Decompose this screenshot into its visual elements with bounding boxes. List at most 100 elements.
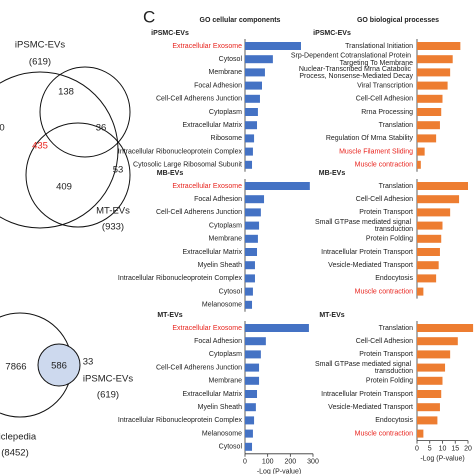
category-label: Membrane [209,378,243,385]
category-label: Small GTPase mediated signal transductio… [315,361,413,375]
bar [417,234,442,243]
bar [417,248,440,256]
category-label: Intracellular Ribonucleoprotein Complex [118,417,243,424]
category-label: Rrna Processing [361,109,413,116]
category-label: Protein Transport [359,351,413,358]
bar [245,42,301,50]
category-label: Membrane [209,236,243,243]
bar [417,324,474,332]
bar [417,429,424,438]
category-label: Extracellular Matrix [182,391,242,398]
category-label: Ribosome [210,135,242,142]
category-label: Myelin Sheath [198,262,242,269]
bar [245,324,309,332]
count: 53 [113,165,124,176]
category-label: Vesicle-Mediated Transport [328,262,413,269]
x-tick-label: 200 [284,459,296,466]
category-label: Focal Adhesion [194,82,242,89]
category-label: Cytosolic Large Ribosomal Subunit [133,162,242,169]
category-label: Melanosome [202,302,242,309]
bar [245,390,258,398]
category-label: Melanosome [202,430,242,437]
bar [245,363,260,372]
column-title: GO cellular components [200,17,281,24]
category-label: Cell-Cell Adherens Junction [156,364,242,371]
bar [417,134,437,143]
category-label: Small GTPase mediated signal transductio… [315,219,413,233]
x-tick-label: 100 [262,459,274,466]
chart-title: MT-EVs [319,312,344,319]
category-label: Extracellular Exosome [172,183,242,190]
bar [245,287,253,296]
category-label: Cell-Cell Adhesion [356,196,413,203]
bar [245,337,266,346]
venn-circle [25,122,131,228]
set-label: iPSMC-EVs [15,40,65,51]
category-label: Cell-Cell Adherens Junction [156,96,242,103]
count: 138 [58,87,74,98]
count: 586 [51,361,67,372]
venn-circle [37,343,81,387]
bar [245,195,265,204]
bar [245,350,261,359]
bar [245,55,273,64]
venn-top: iPSMC-EVs (619) 138 0 36 435 53 409 MT-E… [0,40,131,233]
bar [417,363,446,372]
x-tick-label: 20 [464,445,472,452]
bar [417,68,451,77]
count: 33 [83,357,94,368]
x-axis-label: -Log (P-value) [420,455,464,462]
bar [417,376,443,385]
x-tick-label: 5 [428,445,432,452]
category-label: Cell-Cell Adhesion [356,96,413,103]
category-label: Vesicle-Mediated Transport [328,404,413,411]
set-size: (933) [102,222,124,233]
bar [417,261,439,270]
bar [245,416,255,425]
bar [245,221,260,230]
category-label: Endocytosis [375,417,413,424]
bar [245,182,310,190]
bar-charts: iPSMC-EVs Extracellular Exosome Cytosol Mem… [118,30,474,474]
category-label: Membrane [209,69,243,76]
x-tick-label: 10 [439,445,447,452]
count: 0 [0,123,5,134]
bar [245,248,258,256]
set-size: (619) [97,390,119,401]
count: 36 [96,123,107,134]
category-label: Extracellular Exosome [172,325,242,332]
bar [245,274,255,283]
category-label: Translation [379,122,413,129]
bar [417,221,443,230]
bar [417,42,461,50]
bar [417,121,440,130]
category-label: Translation [379,183,413,190]
bar [417,81,448,90]
bar [417,108,442,116]
category-label: Protein Folding [366,378,413,385]
category-label: Protein Transport [359,209,413,216]
category-label: Muscle Filament Sliding [339,148,413,155]
category-label: Protein Folding [366,236,413,243]
bar [417,274,437,283]
bar [245,429,253,438]
x-axis-label: -Log (P-value) [257,469,301,474]
bar [417,403,440,412]
chart-title: MT-EVs [157,312,182,319]
bar [417,182,468,190]
bar [245,134,255,143]
bar [417,287,424,296]
set-size: (8452) [1,448,28,459]
set-label: iPSMC-EVs [83,374,133,385]
category-label: Cytosol [219,288,243,295]
category-label: Cytosol [219,444,243,451]
category-label: Cell-Cell Adherens Junction [156,209,242,216]
category-label: Intracellular Protein Transport [321,391,413,398]
bar [245,300,253,309]
category-label: Cytoplasm [209,109,242,116]
bar [245,376,260,385]
bar [417,55,453,64]
category-label: Extracellular Matrix [182,249,242,256]
set-label: MT-EVs [96,206,130,217]
